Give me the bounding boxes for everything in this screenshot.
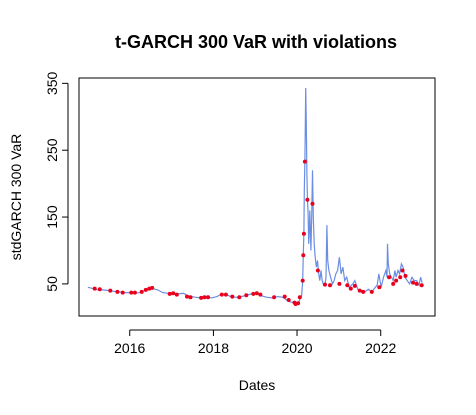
violation-point: [185, 294, 189, 299]
violation-point: [302, 159, 307, 164]
violation-point: [305, 197, 310, 202]
violation-point: [301, 231, 306, 236]
violation-point: [394, 278, 399, 283]
violation-point: [310, 201, 315, 206]
violation-point: [223, 292, 228, 297]
violation-point: [251, 291, 256, 296]
y-axis: 50 150 250 350: [44, 71, 69, 292]
violation-point: [411, 280, 415, 285]
violation-point: [143, 287, 148, 292]
violation-point: [419, 283, 424, 288]
violation-point: [337, 281, 342, 286]
violation-point: [202, 295, 207, 300]
violation-point: [296, 301, 301, 306]
y-tick-label: 150: [44, 205, 60, 229]
violation-point: [361, 289, 366, 294]
violation-point: [199, 295, 204, 300]
violation-point: [403, 273, 408, 278]
violation-point: [377, 285, 382, 290]
violation-point: [237, 295, 242, 300]
violation-point: [272, 295, 277, 300]
violation-point: [297, 295, 302, 300]
violation-point: [400, 268, 405, 273]
violation-point: [391, 281, 396, 286]
violation-point: [120, 290, 125, 295]
x-tick-label: 2022: [365, 340, 396, 356]
var-series-line: [87, 87, 423, 307]
violation-points: [92, 159, 424, 306]
violation-point: [254, 291, 259, 296]
violation-point: [115, 289, 120, 294]
y-tick-label: 350: [44, 71, 60, 95]
violation-point: [258, 292, 263, 297]
violation-point: [369, 289, 374, 294]
violation-point: [108, 288, 113, 293]
violation-point: [328, 283, 332, 288]
violation-point: [150, 285, 155, 290]
violation-point: [188, 295, 193, 300]
x-tick-label: 2020: [281, 340, 312, 356]
violation-point: [352, 283, 357, 288]
x-tick-label: 2016: [114, 340, 145, 356]
x-axis: 2016 2018 2020 2022: [114, 329, 397, 356]
violation-point: [286, 298, 291, 302]
violation-point: [129, 290, 134, 295]
violation-point: [414, 281, 419, 286]
violation-point: [315, 268, 320, 273]
violation-point: [357, 288, 362, 293]
violation-point: [219, 292, 224, 297]
x-axis-label: Dates: [239, 377, 276, 393]
violation-point: [244, 293, 249, 298]
chart-title: t-GARCH 300 VaR with violations: [115, 32, 397, 52]
violation-point: [174, 292, 179, 297]
violation-point: [323, 282, 327, 287]
y-axis-label: stdGARCH 300 VaR: [8, 134, 24, 261]
violation-point: [132, 290, 137, 295]
violation-point: [398, 275, 403, 280]
violation-point: [167, 291, 172, 296]
violation-point: [300, 278, 305, 283]
violation-point: [92, 286, 97, 291]
violation-point: [282, 294, 287, 299]
violation-point: [301, 253, 306, 258]
x-tick-label: 2018: [198, 340, 229, 356]
violation-point: [345, 283, 350, 288]
violation-point: [387, 275, 392, 280]
violation-point: [348, 286, 353, 291]
violation-point: [230, 294, 235, 299]
violation-point: [206, 295, 210, 300]
plot-frame: [78, 77, 436, 317]
violation-point: [97, 287, 102, 292]
y-tick-label: 50: [44, 276, 60, 292]
violation-point: [171, 291, 176, 296]
y-tick-label: 250: [44, 138, 60, 162]
violation-point: [139, 289, 144, 294]
